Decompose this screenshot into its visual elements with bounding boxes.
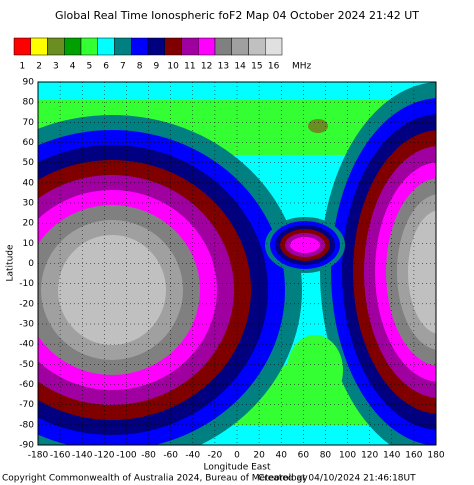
legend-label: 12: [201, 62, 212, 72]
legend-swatch: [47, 37, 65, 56]
footer-copyright: Copyright Commonwealth of Australia 2024…: [2, 474, 308, 484]
y-tick-label: 60: [23, 138, 35, 148]
y-tick-label: -10: [19, 279, 34, 289]
x-tick-label: -60: [163, 451, 178, 461]
region: [408, 210, 436, 334]
legend-swatch: [265, 37, 283, 56]
legend-swatch: [164, 37, 182, 56]
legend-label: 6: [103, 62, 109, 72]
y-tick-label: 80: [23, 98, 35, 108]
x-tick-label: -180: [28, 451, 49, 461]
y-tick-label: 20: [23, 219, 35, 229]
region: [290, 237, 320, 253]
legend-label: 7: [120, 62, 126, 72]
x-tick-label: -140: [72, 451, 93, 461]
legend-label: 14: [234, 62, 246, 72]
legend-swatch: [114, 37, 132, 56]
legend-label: 16: [268, 62, 280, 72]
x-tick-label: 20: [253, 451, 265, 461]
y-tick-label: 50: [23, 158, 35, 168]
x-tick-label: 40: [275, 451, 287, 461]
region: [287, 335, 343, 405]
y-tick-label: 90: [23, 78, 35, 88]
chart-title: Global Real Time Ionospheric foF2 Map 04…: [55, 9, 419, 22]
x-tick-label: -80: [141, 451, 156, 461]
legend-swatch: [147, 37, 165, 56]
legend-label: 9: [154, 62, 160, 72]
legend-label: 2: [36, 62, 42, 72]
y-tick-label: -70: [19, 400, 34, 410]
y-tick-label: 30: [23, 199, 35, 209]
legend-swatch: [231, 37, 249, 56]
legend-label: 4: [70, 62, 76, 72]
y-tick-label: -60: [19, 380, 34, 390]
legend-label: 13: [218, 62, 229, 72]
x-tick-label: -160: [50, 451, 71, 461]
x-tick-label: -40: [185, 451, 200, 461]
x-tick-label: -100: [116, 451, 137, 461]
legend-swatch: [181, 37, 199, 56]
legend-unit: MHz: [292, 62, 312, 72]
legend-label: 11: [184, 62, 195, 72]
y-tick-label: -40: [19, 340, 34, 350]
x-tick-label: 160: [405, 451, 422, 461]
x-tick-label: 120: [361, 451, 378, 461]
x-axis-label: Longitude East: [203, 463, 271, 473]
y-tick-label: -80: [19, 420, 34, 430]
legend-label: 3: [53, 62, 59, 72]
legend-label: 15: [251, 62, 262, 72]
legend-swatch: [198, 37, 216, 56]
x-tick-label: 0: [234, 451, 240, 461]
x-tick-label: 140: [383, 451, 400, 461]
legend-swatch: [30, 37, 48, 56]
x-tick-label: 100: [339, 451, 356, 461]
y-axis-label: Latitude: [6, 244, 16, 282]
footer-created: Created at 04/10/2024 21:46:18UT: [258, 474, 416, 484]
y-tick-label: 40: [23, 178, 35, 188]
x-tick-label: 80: [320, 451, 332, 461]
y-tick-label: -30: [19, 320, 34, 330]
legend-swatch: [131, 37, 149, 56]
foF2-map: [38, 82, 436, 445]
legend-swatch: [214, 37, 232, 56]
y-tick-label: 10: [23, 239, 35, 249]
y-tick-label: 0: [28, 259, 34, 269]
y-tick-label: -50: [19, 360, 34, 370]
y-tick-label: -20: [19, 299, 34, 309]
legend-swatch: [97, 37, 115, 56]
legend-label: 10: [167, 62, 179, 72]
region: [308, 119, 328, 133]
region: [58, 235, 166, 345]
legend-swatch: [248, 37, 266, 56]
legend-swatch: [80, 37, 98, 56]
legend-swatch: [64, 37, 82, 56]
legend-label: 1: [20, 62, 26, 72]
x-tick-label: 180: [427, 451, 444, 461]
y-tick-label: 70: [23, 118, 35, 128]
legend-swatch: [13, 37, 31, 56]
legend-label: 8: [137, 62, 143, 72]
x-tick-label: -120: [94, 451, 115, 461]
y-tick-label: -90: [19, 441, 34, 451]
x-tick-label: -20: [208, 451, 223, 461]
legend-label: 5: [87, 62, 93, 72]
x-tick-label: 60: [298, 451, 310, 461]
